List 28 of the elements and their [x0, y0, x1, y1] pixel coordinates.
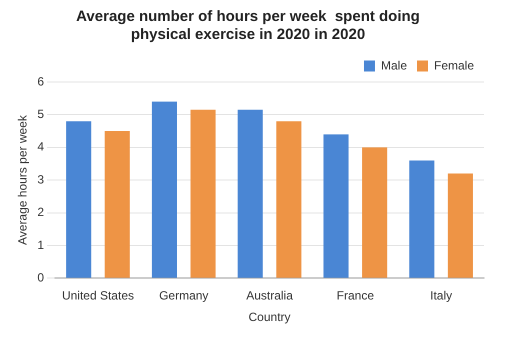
y-axis-title: Average hours per week	[16, 114, 30, 246]
y-tick-label: 1	[37, 238, 44, 252]
bar	[362, 147, 388, 278]
y-tick-label: 6	[37, 74, 44, 88]
y-tick-label: 3	[37, 172, 44, 186]
text: physical exercise in 2020 in 2020	[130, 26, 366, 44]
y-tick-label: 4	[37, 140, 44, 154]
x-tick-label: Germany	[159, 288, 208, 303]
bar	[66, 121, 92, 278]
bar	[190, 110, 216, 278]
x-tick-label: France	[336, 288, 374, 303]
bar	[104, 131, 130, 278]
legend-label: Male	[380, 58, 408, 72]
x-axis-title: Country	[248, 310, 291, 324]
y-tick-label: 0	[37, 270, 44, 285]
y-tick-label: 2	[37, 205, 44, 220]
x-tick-label: Australia	[246, 288, 294, 303]
text: Average number of hours per week spent doing	[76, 8, 420, 26]
bar	[238, 110, 263, 278]
bar	[409, 160, 434, 278]
x-tick-label: Italy	[430, 288, 452, 303]
y-tick-label: 5	[37, 107, 44, 122]
x-tick-label: United States	[62, 288, 134, 303]
bar	[323, 134, 349, 278]
bar	[152, 102, 177, 278]
legend-label: Female	[434, 58, 474, 72]
bar	[448, 174, 473, 278]
bar	[276, 121, 302, 278]
